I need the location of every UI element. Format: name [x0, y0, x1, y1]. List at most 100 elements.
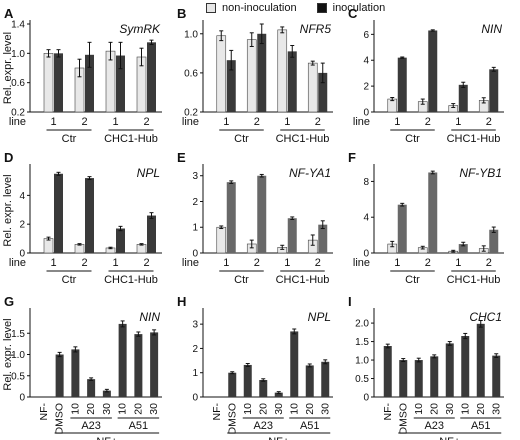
panel-h-bar	[274, 392, 283, 397]
panel-c-ytick-label: 4	[363, 56, 369, 67]
panel-i-xtick-label: 30	[490, 403, 502, 415]
panel-b-bar-non-inoculation	[277, 29, 288, 113]
panel-b-bar-inoculation	[287, 51, 297, 112]
panel-e-ytick-label: 3	[192, 171, 198, 182]
panel-a-group-label: CHC1-Hub	[104, 133, 158, 145]
panel-f-xtick-label: 1	[455, 257, 461, 269]
panel-g-ytick-label: 1.5	[11, 329, 25, 340]
panel-f-bar-inoculation	[489, 229, 499, 253]
panel-f-ytick-label: 0	[363, 249, 369, 260]
panel-e-bar-inoculation	[318, 224, 328, 253]
panel-i-xtick-label: 20	[475, 403, 487, 415]
panel-a-xtick-label: 1	[50, 116, 56, 128]
panel-h-ytick-label: 0	[192, 393, 198, 404]
legend-label-inoculation: inoculation	[332, 2, 386, 14]
panel-e-ytick-label: 2	[192, 197, 198, 208]
panel-i-bar	[383, 346, 392, 397]
panel-b-bar-inoculation	[318, 72, 328, 112]
panel-g-ytick-label: 0	[19, 393, 25, 404]
panel-h-nf-label: NF+	[268, 436, 289, 440]
panel-i-xtick-label: 20	[428, 403, 440, 415]
panel-h-ytick-label: 3	[192, 320, 198, 331]
panel-g-xtick-label: 20	[132, 403, 144, 415]
panel-g-bar	[134, 334, 143, 397]
panel-g-xtick-label: 20	[85, 403, 97, 415]
panel-e-title: NF-YA1	[289, 166, 331, 180]
panel-i-bar	[399, 360, 408, 397]
panel-a-ytick-label: 0.6	[11, 78, 25, 89]
panel-g-bar	[87, 379, 96, 397]
panel-i-bar	[461, 336, 470, 397]
panel-a-ytick-label: 1.4	[11, 20, 25, 31]
panel-d-bar-non-inoculation	[43, 238, 54, 254]
panel-h-xtick-label: 30	[273, 403, 285, 415]
panel-i-bar	[476, 323, 485, 397]
panel-i-ytick-label: 1.5	[355, 337, 369, 348]
panel-i-title: CHC1	[469, 310, 502, 324]
panel-i-bar	[445, 343, 454, 397]
panel-e-letter: E	[177, 150, 186, 165]
panel-a-bar-inoculation	[85, 54, 94, 112]
panel-b-group-label: CHC1-Hub	[276, 133, 330, 145]
panel-f-xtick-label: 2	[486, 257, 492, 269]
legend-label-non-inoculation: non-inoculation	[222, 2, 297, 14]
panel-i-bar	[492, 355, 501, 397]
panel-c-ytick-label: 0	[363, 108, 369, 119]
panel-d-xtick-label: 2	[81, 257, 87, 269]
panel-f-line-label: line	[353, 257, 370, 269]
panel-d-bar-non-inoculation	[74, 244, 85, 254]
panel-d-ytick-label: 0	[19, 249, 25, 260]
panel-g-ytick-label: 1.0	[11, 350, 25, 361]
panel-i-xtick-label: NF-	[382, 403, 394, 421]
panel-c-bar-inoculation	[428, 30, 438, 112]
panel-b-xtick-label: 2	[254, 116, 260, 128]
panel-b-line-label: line	[182, 116, 199, 128]
panel-h-treatment-label: A23	[253, 420, 273, 432]
panel-a-bar-non-inoculation	[43, 53, 54, 113]
panel-e-xtick-label: 1	[284, 257, 290, 269]
panel-a-ytick-label: 1.0	[11, 49, 25, 60]
panel-b-bar-non-inoculation	[246, 39, 257, 113]
panel-g-xtick-label: NF-	[38, 403, 50, 421]
panel-i-xtick-label: DMSO	[397, 403, 409, 435]
panel-c-bar-inoculation	[458, 84, 468, 112]
panel-b-bar-inoculation	[257, 33, 267, 112]
panel-g-treatment-label: A23	[81, 420, 101, 432]
panel-a-xtick-label: 2	[143, 116, 149, 128]
panel-c-xtick-label: 1	[455, 116, 461, 128]
panel-h-xtick-label: 10	[242, 403, 254, 415]
panel-g-bar	[102, 390, 111, 397]
panel-d-title: NPL	[137, 166, 160, 180]
panel-e-bar-inoculation	[226, 182, 236, 253]
panel-c-ytick-label: 2	[363, 82, 369, 93]
panel-h-bar	[321, 361, 330, 397]
panel-g-xtick-label: 10	[117, 403, 129, 415]
panel-c-xtick-label: 2	[486, 116, 492, 128]
panel-c-letter: C	[348, 6, 358, 21]
panel-b-bar-non-inoculation	[216, 35, 227, 113]
panel-e-line-label: line	[182, 257, 199, 269]
panel-i-bar	[430, 356, 439, 397]
panel-b-letter: B	[177, 6, 186, 21]
panel-e-xtick-label: 2	[254, 257, 260, 269]
panel-b-xtick-label: 2	[315, 116, 321, 128]
panel-b-title: NFR5	[300, 22, 332, 36]
panel-g-letter: G	[4, 294, 14, 309]
panel-d-ytick-label: 4	[19, 191, 25, 202]
panel-h-xtick-label: 20	[257, 403, 269, 415]
panel-d-bar-inoculation	[116, 228, 125, 253]
panel-h-letter: H	[177, 294, 186, 309]
panel-a-ytick-label: 0.2	[11, 108, 25, 119]
panel-g-treatment-label: A51	[129, 420, 149, 432]
panel-d-group-label: Ctr	[62, 274, 77, 286]
panel-c-group-label: Ctr	[405, 133, 420, 145]
panel-d-bar-inoculation	[147, 215, 156, 253]
panel-i-xtick-label: 10	[459, 403, 471, 415]
panel-g-bar	[71, 349, 80, 397]
panel-a-xtick-label: 1	[112, 116, 118, 128]
panel-f-group-label: Ctr	[405, 274, 420, 286]
panel-h-xtick-label: DMSO	[226, 403, 238, 435]
panel-d-xtick-label: 1	[50, 257, 56, 269]
panel-i-nf-label: NF+	[439, 436, 460, 440]
